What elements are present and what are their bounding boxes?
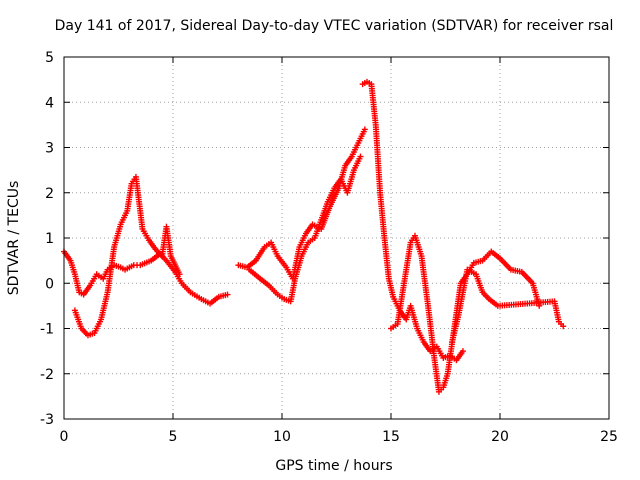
x-axis-label: GPS time / hours xyxy=(275,458,392,474)
y-tick-label: 4 xyxy=(45,95,54,111)
data-point xyxy=(357,153,364,160)
y-tick-label: 5 xyxy=(45,50,54,66)
y-tick-label: 1 xyxy=(45,231,54,247)
x-tick-label: 25 xyxy=(600,429,618,445)
data-point xyxy=(560,323,567,330)
x-tick-label: 20 xyxy=(491,429,509,445)
chart-title: Day 141 of 2017, Sidereal Day-to-day VTE… xyxy=(55,18,614,34)
plot-frame xyxy=(63,56,610,420)
y-tick-label: 3 xyxy=(45,141,54,157)
x-tick-label: 0 xyxy=(60,429,69,445)
y-tick-label: 2 xyxy=(45,186,54,202)
data-point xyxy=(361,126,368,133)
data-points xyxy=(61,78,567,395)
data-point xyxy=(224,291,231,298)
x-tick-label: 5 xyxy=(169,429,178,445)
y-tick-label: -1 xyxy=(40,322,54,338)
x-tick-label: 10 xyxy=(273,429,291,445)
y-tick-label: -3 xyxy=(40,412,54,428)
data-point xyxy=(176,271,183,278)
y-tick-label: 0 xyxy=(45,276,54,292)
y-tick-label: -2 xyxy=(40,367,54,383)
tick-labels: 0 5 10 15 20 25 -3 -2 -1 0 1 2 3 4 5 xyxy=(40,50,618,445)
y-axis-label: SDTVAR / TECUs xyxy=(6,181,22,296)
data-point xyxy=(459,348,466,355)
x-tick-label: 15 xyxy=(382,429,400,445)
